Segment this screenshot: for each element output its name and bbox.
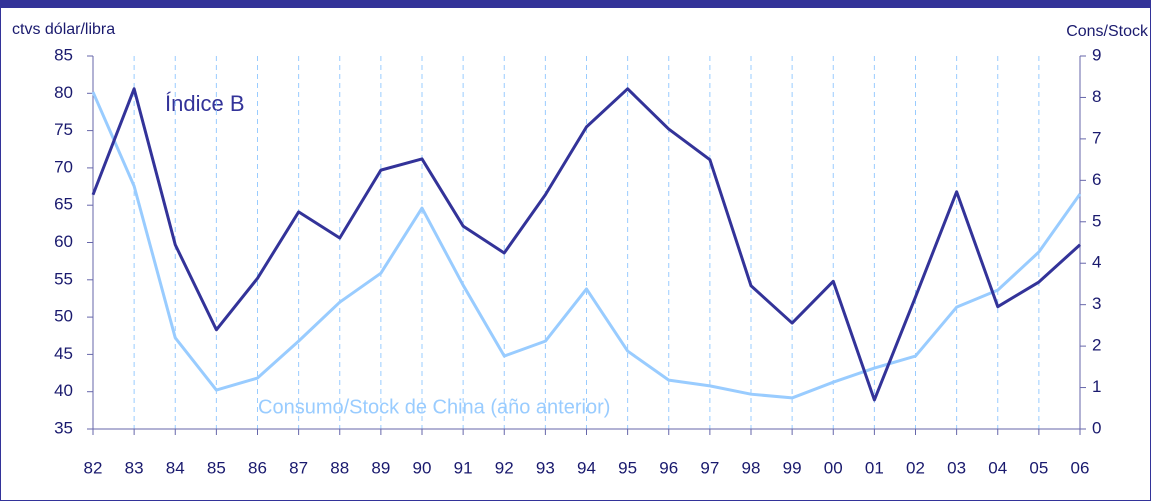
- y-tick-label: 45: [54, 344, 73, 363]
- y2-tick-label: 0: [1092, 418, 1101, 437]
- y-tick-label: 75: [54, 120, 73, 139]
- series-line: [91, 87, 1082, 402]
- x-tick-label: 94: [577, 458, 596, 477]
- y2-tick-label: 3: [1092, 294, 1101, 313]
- x-tick-label: 91: [454, 458, 473, 477]
- x-tick-label: 93: [536, 458, 555, 477]
- x-tick-label: 85: [207, 458, 226, 477]
- x-tick-label: 89: [371, 458, 390, 477]
- x-tick-label: 01: [865, 458, 884, 477]
- y-tick-label: 55: [54, 269, 73, 288]
- x-tick-label: 84: [166, 458, 185, 477]
- y2-tick-label: 4: [1092, 253, 1101, 272]
- y2-axis-label: Cons/Stock: [1066, 23, 1149, 40]
- x-tick-label: 04: [988, 458, 1007, 477]
- y-tick-label: 40: [54, 381, 73, 400]
- x-tick-label: 95: [618, 458, 637, 477]
- y-axis-label: ctvs dólar/libra: [12, 21, 115, 38]
- y-tick-label: 50: [54, 307, 73, 326]
- series-label: Índice B: [165, 91, 245, 116]
- x-tick-label: 96: [659, 458, 678, 477]
- y-tick-label: 85: [54, 45, 73, 64]
- x-tick-label: 02: [906, 458, 925, 477]
- y2-tick-label: 5: [1092, 211, 1101, 230]
- top-band: [0, 0, 1151, 8]
- y2-tick-label: 8: [1092, 87, 1101, 106]
- y-tick-label: 70: [54, 157, 73, 176]
- y2-tick-label: 9: [1092, 45, 1101, 64]
- x-tick-label: 86: [248, 458, 267, 477]
- y2-tick-label: 2: [1092, 336, 1101, 355]
- x-tick-label: 90: [413, 458, 432, 477]
- x-tick-label: 00: [824, 458, 843, 477]
- y2-tick-label: 6: [1092, 170, 1101, 189]
- x-tick-label: 83: [125, 458, 144, 477]
- y-tick-label: 35: [54, 418, 73, 437]
- y2-tick-label: 7: [1092, 128, 1101, 147]
- x-tick-label: 87: [289, 458, 308, 477]
- y-tick-label: 80: [54, 83, 73, 102]
- x-tick-label: 06: [1071, 458, 1090, 477]
- x-tick-label: 99: [783, 458, 802, 477]
- x-tick-label: 92: [495, 458, 514, 477]
- x-tick-label: 82: [84, 458, 103, 477]
- y2-tick-label: 1: [1092, 377, 1101, 396]
- x-tick-label: 88: [330, 458, 349, 477]
- x-tick-label: 05: [1029, 458, 1048, 477]
- y-tick-label: 65: [54, 195, 73, 214]
- series-line: [91, 91, 1082, 400]
- x-tick-label: 97: [700, 458, 719, 477]
- x-tick-label: 98: [742, 458, 761, 477]
- y-tick-label: 60: [54, 232, 73, 251]
- series-label: Consumo/Stock de China (año anterior): [258, 396, 610, 418]
- x-tick-label: 03: [947, 458, 966, 477]
